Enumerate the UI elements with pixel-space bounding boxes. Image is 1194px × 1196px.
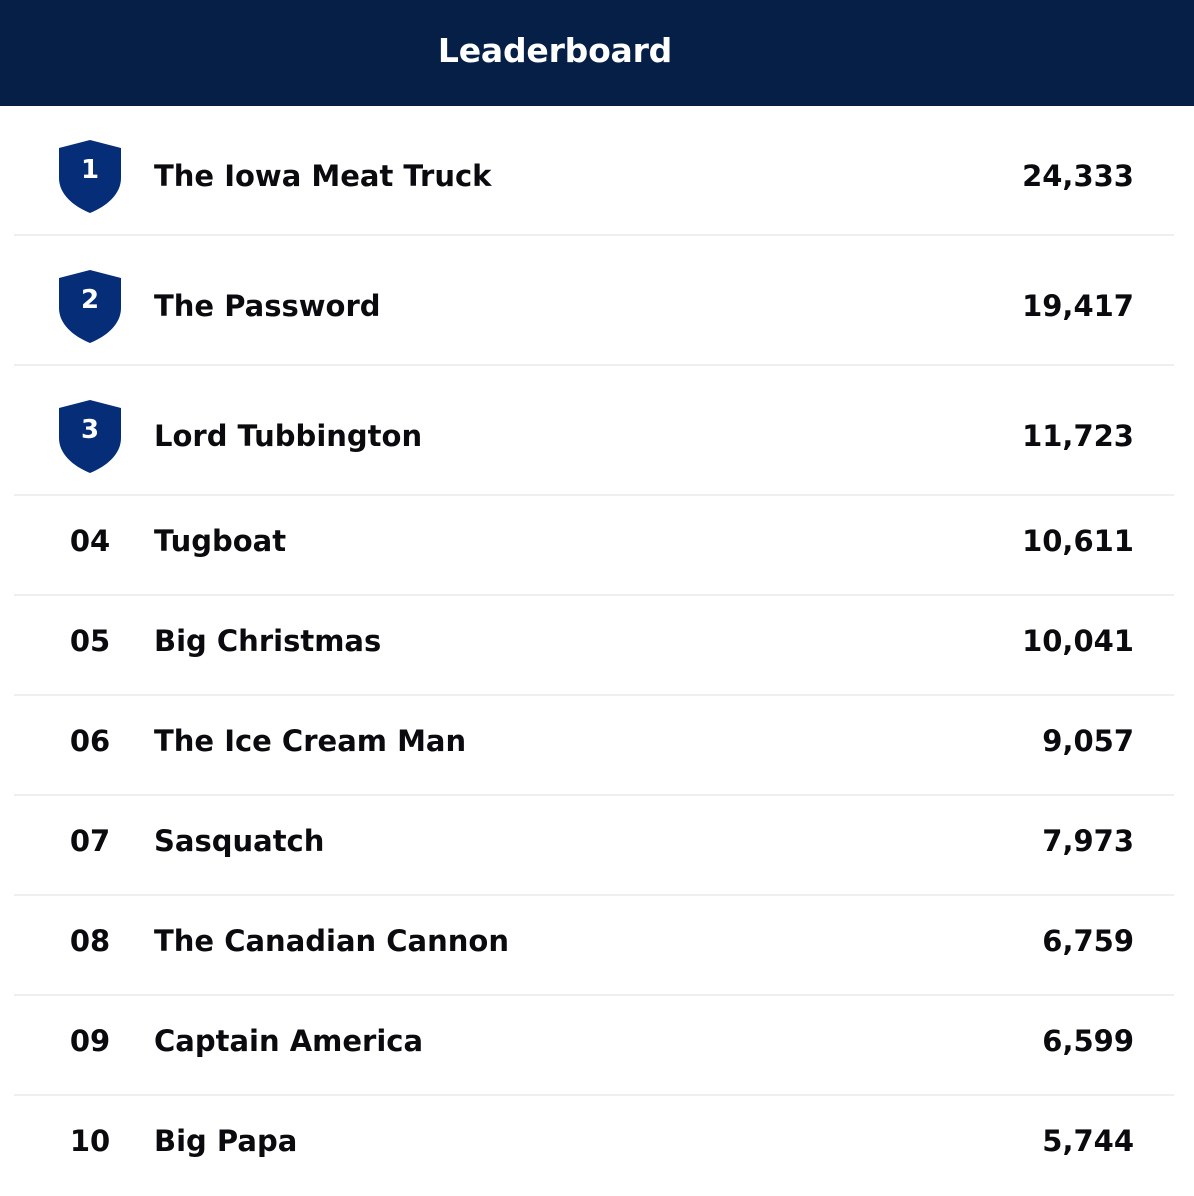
leaderboard-row: 07 Sasquatch 7,973 xyxy=(0,796,1194,896)
row-divider xyxy=(14,794,1174,796)
rank-number: 3 xyxy=(80,415,100,445)
row-divider xyxy=(14,594,1174,596)
player-name: Big Christmas xyxy=(154,624,382,658)
row-divider xyxy=(14,494,1174,496)
shield-icon xyxy=(59,270,121,343)
row-divider xyxy=(14,234,1174,236)
leaderboard-row: 2 The Password 19,417 xyxy=(0,236,1194,366)
leaderboard-row: 04 Tugboat 10,611 xyxy=(0,496,1194,596)
shield-icon xyxy=(59,400,121,473)
row-divider xyxy=(14,894,1174,896)
player-name: Tugboat xyxy=(154,524,287,558)
row-divider xyxy=(14,364,1174,366)
rank-number: 08 xyxy=(69,924,111,958)
rank-number: 05 xyxy=(69,624,111,658)
rank-number: 2 xyxy=(80,285,100,315)
leaderboard-header: Leaderboard xyxy=(0,0,1194,106)
player-score: 10,041 xyxy=(1022,624,1134,658)
player-name: Lord Tubbington xyxy=(154,419,423,453)
player-score: 6,599 xyxy=(1042,1024,1134,1058)
player-name: Captain America xyxy=(154,1024,424,1058)
rank-number: 1 xyxy=(80,155,100,185)
rank-number: 07 xyxy=(69,824,111,858)
row-divider xyxy=(14,694,1174,696)
rank-badge-shield-icon: 3 xyxy=(57,400,123,474)
leaderboard-row: 3 Lord Tubbington 11,723 xyxy=(0,366,1194,496)
player-name: Sasquatch xyxy=(154,824,325,858)
leaderboard-row: 1 The Iowa Meat Truck 24,333 xyxy=(0,106,1194,236)
leaderboard-row: 10 Big Papa 5,744 xyxy=(0,1096,1194,1196)
leaderboard-row: 06 The Ice Cream Man 9,057 xyxy=(0,696,1194,796)
leaderboard-row: 08 The Canadian Cannon 6,759 xyxy=(0,896,1194,996)
player-name: The Ice Cream Man xyxy=(154,724,467,758)
player-score: 11,723 xyxy=(1022,419,1134,453)
player-score: 6,759 xyxy=(1042,924,1134,958)
player-name: The Canadian Cannon xyxy=(154,924,509,958)
player-score: 19,417 xyxy=(1022,289,1134,323)
leaderboard-row: 05 Big Christmas 10,041 xyxy=(0,596,1194,696)
player-score: 10,611 xyxy=(1022,524,1134,558)
rank-number: 09 xyxy=(69,1024,111,1058)
leaderboard-list: 1 The Iowa Meat Truck 24,333 2 The Passw… xyxy=(0,106,1194,1196)
player-score: 9,057 xyxy=(1042,724,1134,758)
row-divider xyxy=(14,994,1174,996)
player-score: 5,744 xyxy=(1042,1124,1134,1158)
rank-badge-shield-icon: 1 xyxy=(57,140,123,214)
player-score: 24,333 xyxy=(1022,159,1134,193)
rank-badge-shield-icon: 2 xyxy=(57,270,123,344)
rank-number: 04 xyxy=(69,524,111,558)
shield-icon xyxy=(59,140,121,213)
player-name: The Password xyxy=(154,289,381,323)
rank-number: 06 xyxy=(69,724,111,758)
row-divider xyxy=(14,1094,1174,1096)
player-name: Big Papa xyxy=(154,1124,298,1158)
player-score: 7,973 xyxy=(1042,824,1134,858)
player-name: The Iowa Meat Truck xyxy=(154,159,492,193)
leaderboard-row: 09 Captain America 6,599 xyxy=(0,996,1194,1096)
page-title: Leaderboard xyxy=(437,31,673,70)
rank-number: 10 xyxy=(69,1124,111,1158)
